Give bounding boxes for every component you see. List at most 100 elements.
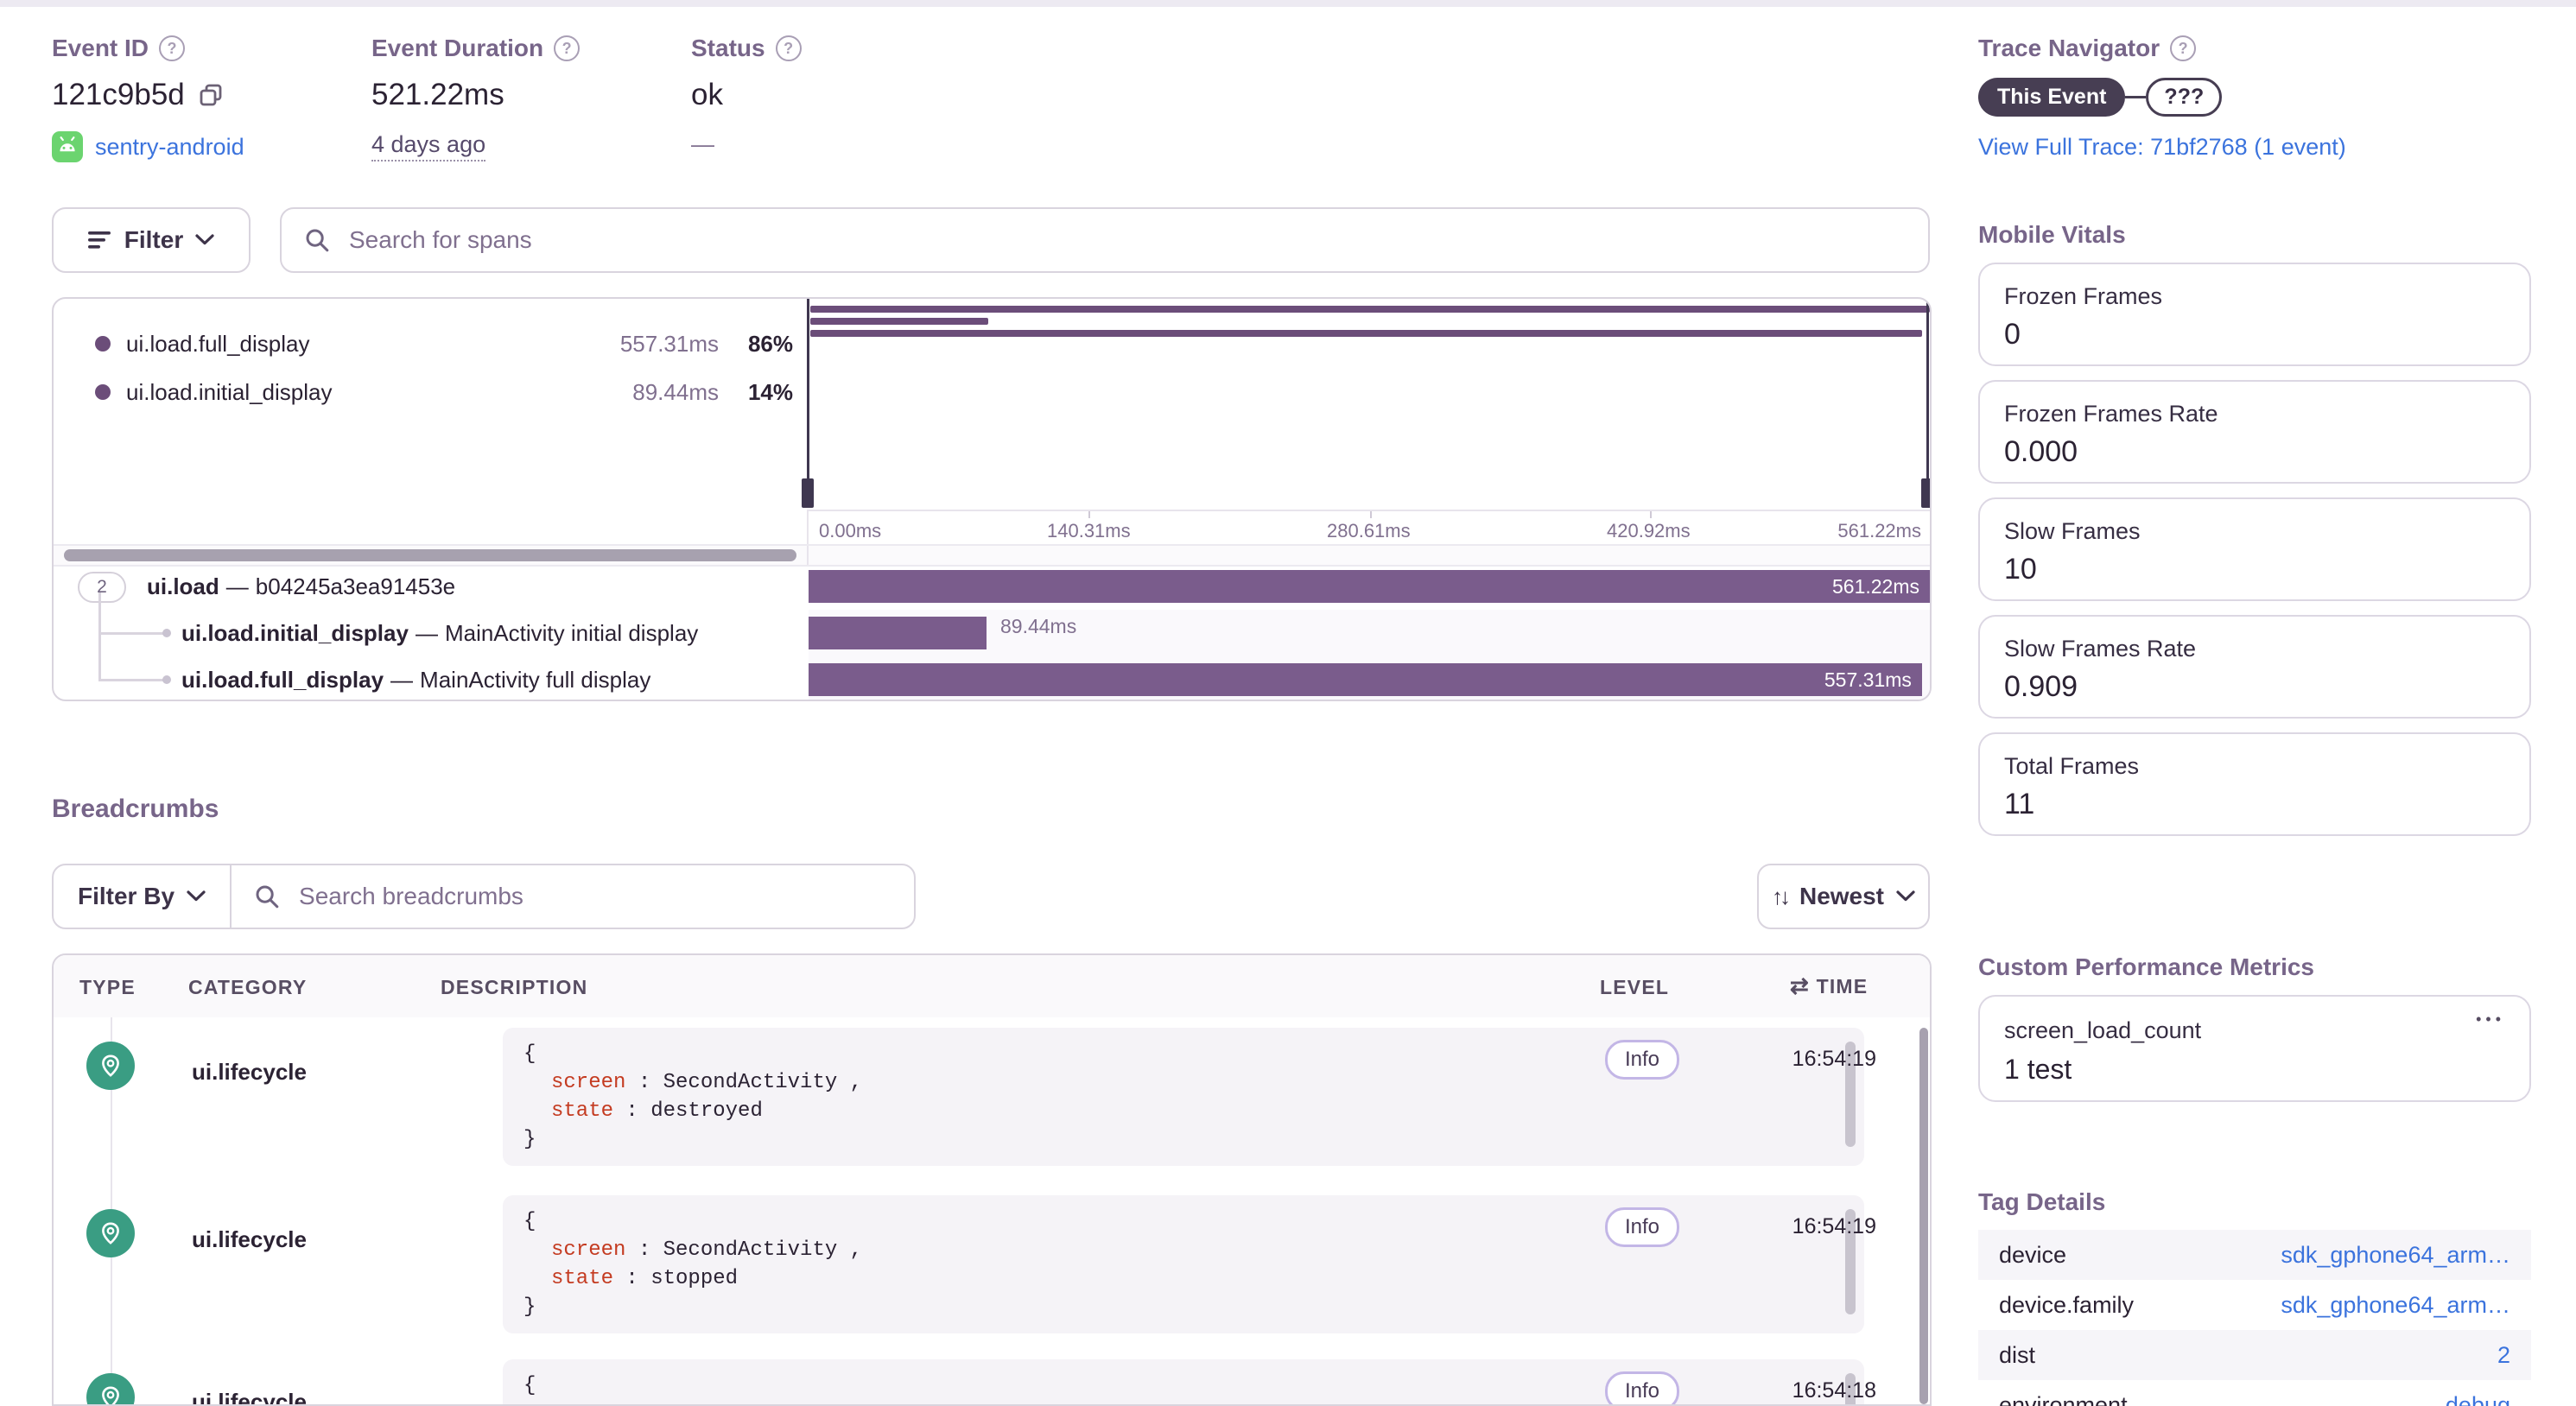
help-icon[interactable]: ? bbox=[159, 35, 186, 61]
level-badge: Info bbox=[1605, 1207, 1680, 1247]
minimap-right-drag-handle[interactable] bbox=[1921, 478, 1930, 508]
this-event-pill[interactable]: This Event bbox=[1978, 78, 2126, 117]
spans-filter-button[interactable]: Filter bbox=[52, 207, 251, 273]
minimap-viewport-left-line[interactable] bbox=[807, 299, 809, 508]
axis-tick bbox=[1370, 511, 1372, 518]
trace-pills: This Event ??? bbox=[1978, 78, 2548, 117]
span-row-initial-display[interactable]: ui.load.initial_display — MainActivity ini… bbox=[54, 610, 1930, 656]
axis-tick bbox=[1650, 511, 1652, 518]
legend-name: ui.load.initial_display bbox=[126, 378, 333, 405]
breadcrumbs-search-input[interactable] bbox=[295, 881, 891, 912]
vital-card-frozen-frames-rate: Frozen Frames Rate 0.000 bbox=[1978, 380, 2531, 484]
breadcrumb-row[interactable]: ui.lifecycle { Info 16:54:18 bbox=[54, 1352, 1930, 1406]
minimap-bar-lane bbox=[810, 330, 1930, 337]
vital-card-slow-frames-rate: Slow Frames Rate 0.909 bbox=[1978, 615, 2531, 719]
col-time: TIME bbox=[1816, 975, 1869, 998]
breadcrumb-row[interactable]: ui.lifecycle { screen : SecondActivity ,… bbox=[54, 1017, 1930, 1187]
col-description: DESCRIPTION bbox=[441, 976, 588, 998]
breadcrumb-category: ui.lifecycle bbox=[192, 1389, 307, 1406]
minimap-bar bbox=[810, 330, 1922, 337]
span-separator: — bbox=[225, 573, 249, 599]
table-scrollbar-thumb[interactable] bbox=[1919, 1028, 1928, 1404]
col-level: LEVEL bbox=[1600, 976, 1670, 998]
filter-by-label: Filter By bbox=[78, 883, 175, 909]
project-link[interactable]: sentry-android bbox=[95, 133, 244, 160]
vital-card-frozen-frames: Frozen Frames 0 bbox=[1978, 263, 2531, 366]
code-scrollbar-thumb[interactable] bbox=[1845, 1373, 1856, 1404]
legend-item: ui.load.initial_display 89.44ms 14% bbox=[54, 371, 807, 413]
tree-connector-dot bbox=[162, 629, 171, 637]
code-line: state : stopped bbox=[551, 1267, 739, 1290]
view-full-trace-link[interactable]: View Full Trace: 71bf2768 (1 event) bbox=[1978, 134, 2346, 160]
axis-tick-label: 420.92ms bbox=[1607, 520, 1691, 542]
help-icon[interactable]: ? bbox=[554, 35, 581, 61]
event-duration-value: 521.22ms bbox=[371, 78, 504, 111]
span-duration: 89.44ms bbox=[1000, 615, 1077, 637]
overflow-menu-button[interactable]: ••• bbox=[2476, 1010, 2505, 1028]
tag-key: dist bbox=[1999, 1341, 2036, 1368]
help-icon[interactable]: ? bbox=[775, 35, 802, 61]
custom-metric-card: screen_load_count ••• 1 test bbox=[1978, 995, 2531, 1102]
mobile-vitals-heading: Mobile Vitals bbox=[1978, 221, 2126, 248]
project-row: sentry-android bbox=[52, 131, 346, 162]
vital-value: 0.909 bbox=[2004, 670, 2078, 703]
event-id-value: 121c9b5d bbox=[52, 78, 185, 111]
vital-label: Slow Frames bbox=[2004, 518, 2141, 544]
breadcrumbs-sort-button[interactable]: ↑↓ Newest bbox=[1757, 864, 1930, 929]
span-bar[interactable] bbox=[809, 617, 987, 649]
status-value: ok bbox=[691, 78, 723, 111]
span-bar[interactable]: 561.22ms bbox=[809, 570, 1930, 603]
span-bar[interactable]: 557.31ms bbox=[809, 663, 1922, 696]
breadcrumb-row[interactable]: ui.lifecycle { screen : SecondActivity ,… bbox=[54, 1185, 1930, 1354]
level-badge: Info bbox=[1605, 1040, 1680, 1080]
row-band bbox=[809, 610, 1930, 656]
span-row-full-display[interactable]: ui.load.full_display — MainActivity full d… bbox=[54, 656, 1930, 700]
tag-key: device.family bbox=[1999, 1291, 2135, 1318]
span-op: ui.load.initial_display bbox=[181, 620, 409, 646]
col-time-sort[interactable]: ⇄ TIME bbox=[1790, 972, 1868, 999]
unknown-trace-pill[interactable]: ??? bbox=[2146, 78, 2223, 117]
code-line: } bbox=[523, 1128, 536, 1151]
status-label: Status bbox=[691, 35, 765, 61]
spans-search-input[interactable] bbox=[346, 225, 1906, 256]
timeline-line bbox=[111, 1017, 112, 1185]
tree-connector bbox=[98, 592, 101, 679]
vital-label: Slow Frames Rate bbox=[2004, 636, 2197, 662]
sort-arrows-icon: ↑↓ bbox=[1771, 883, 1791, 909]
timeline-line bbox=[111, 1185, 112, 1352]
tag-key: environment bbox=[1999, 1391, 2128, 1406]
vital-value: 11 bbox=[2004, 788, 2035, 820]
legend-duration: 557.31ms bbox=[619, 330, 719, 357]
help-icon[interactable]: ? bbox=[2170, 35, 2197, 61]
tag-value-link[interactable]: sdk_gphone64_arm… bbox=[2281, 1291, 2510, 1318]
code-scrollbar-thumb[interactable] bbox=[1845, 1209, 1856, 1314]
breadcrumbs-controls: Filter By bbox=[52, 864, 916, 929]
metric-value: 1 test bbox=[2004, 1054, 2072, 1085]
breadcrumb-category: ui.lifecycle bbox=[192, 1059, 307, 1085]
legend-pct: 14% bbox=[747, 378, 793, 405]
metric-name: screen_load_count bbox=[2004, 1017, 2202, 1043]
vital-card-total-frames: Total Frames 11 bbox=[1978, 732, 2531, 836]
breadcrumbs-filter-button[interactable]: Filter By bbox=[54, 865, 232, 928]
search-icon bbox=[304, 227, 330, 253]
level-badge: Info bbox=[1605, 1371, 1680, 1404]
column-divider bbox=[807, 546, 809, 565]
span-row-ui-load[interactable]: 2 ui.load — b04245a3ea91453e 561.22ms bbox=[54, 563, 1930, 610]
lifecycle-pin-icon bbox=[86, 1373, 135, 1404]
code-line: screen : SecondActivity , bbox=[551, 1238, 863, 1262]
minimap-viewport-right-line[interactable] bbox=[1926, 299, 1929, 508]
copy-icon[interactable] bbox=[197, 81, 225, 109]
tag-row-device-family: device.family sdk_gphone64_arm… bbox=[1978, 1280, 2531, 1330]
spans-scroll-gutter bbox=[54, 544, 1930, 567]
tag-value-link[interactable]: sdk_gphone64_arm… bbox=[2281, 1241, 2510, 1268]
minimap-left-drag-handle[interactable] bbox=[802, 478, 814, 508]
span-children-badge[interactable]: 2 bbox=[78, 572, 126, 603]
event-id-value-row: 121c9b5d bbox=[52, 78, 346, 112]
tag-value-link[interactable]: 2 bbox=[2497, 1341, 2510, 1368]
tag-value-link[interactable]: debug bbox=[2445, 1391, 2510, 1406]
code-scrollbar-thumb[interactable] bbox=[1845, 1042, 1856, 1147]
horizontal-scrollbar-thumb[interactable] bbox=[64, 549, 796, 561]
event-age[interactable]: 4 days ago bbox=[371, 131, 486, 162]
tree-connector bbox=[98, 632, 164, 635]
filter-button-label: Filter bbox=[124, 226, 184, 253]
